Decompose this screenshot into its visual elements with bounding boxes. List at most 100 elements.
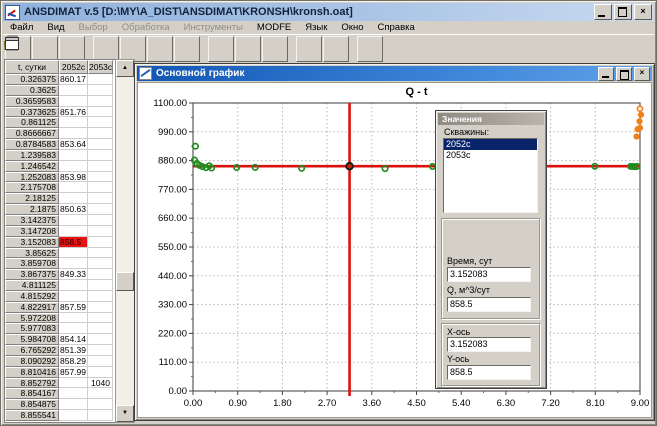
value-cell[interactable]: 853.98 [59, 171, 88, 183]
column-header-0[interactable]: t, сутки [5, 60, 59, 74]
value-cell[interactable] [88, 247, 113, 259]
chart-maximize-button[interactable] [616, 66, 632, 81]
value-cell[interactable] [59, 95, 88, 107]
value-cell[interactable] [88, 345, 113, 356]
open-file-button[interactable] [3, 35, 58, 62]
value-cell[interactable] [88, 149, 113, 161]
value-cell[interactable]: 858.29 [59, 355, 88, 367]
row-header-cell[interactable]: 4.811125 [5, 280, 59, 291]
menu-item-справка[interactable]: Справка [377, 22, 415, 33]
scroll-up-icon[interactable]: ▲ [116, 60, 134, 77]
row-header-cell[interactable]: 3.147208 [5, 225, 59, 237]
table-scrollbar[interactable]: ▲ ▼ [115, 59, 135, 423]
row-header-cell[interactable]: 8.810416 [5, 366, 59, 378]
row-header-cell[interactable]: 0.8666667 [5, 128, 59, 140]
value-cell[interactable]: 850.63 [59, 204, 88, 215]
row-header-cell[interactable]: 0.3659583 [5, 95, 59, 107]
row-header-cell[interactable]: 4.815292 [5, 290, 59, 302]
value-cell[interactable] [88, 399, 113, 411]
value-cell[interactable] [88, 95, 113, 107]
menu-item-вид[interactable]: Вид [47, 22, 65, 33]
value-cell[interactable] [88, 106, 113, 118]
row-header-cell[interactable]: 3.142375 [5, 214, 59, 226]
values-panel-titlebar[interactable]: Значения [438, 113, 544, 125]
value-cell[interactable] [88, 258, 113, 270]
edit-pencil-button[interactable] [6, 35, 85, 62]
value-cell[interactable] [59, 290, 88, 302]
value-cell[interactable]: 853.64 [59, 139, 88, 150]
row-header-cell[interactable]: 5.984708 [5, 334, 59, 346]
row-header-cell[interactable]: 8.852792 [5, 377, 59, 389]
value-cell[interactable]: 854.14 [59, 334, 88, 346]
value-cell[interactable] [59, 225, 88, 237]
value-cell[interactable] [88, 139, 113, 150]
value-cell[interactable] [88, 171, 113, 183]
value-cell[interactable] [59, 377, 88, 389]
value-cell[interactable] [88, 160, 113, 172]
chart-window-titlebar[interactable]: Основной график × [137, 66, 652, 81]
row-header-cell[interactable]: 2.1875 [5, 204, 59, 215]
value-cell[interactable] [88, 128, 113, 140]
menu-item-файл[interactable]: Файл [10, 22, 34, 33]
value-cell[interactable] [59, 388, 88, 400]
row-header-cell[interactable]: 4.822917 [5, 301, 59, 313]
value-cell[interactable] [88, 117, 113, 129]
value-cell[interactable] [59, 182, 88, 194]
row-header-cell[interactable]: 3.867375 [5, 269, 59, 281]
row-header-cell[interactable]: 0.373625 [5, 106, 59, 118]
value-cell[interactable] [88, 193, 113, 205]
value-cell[interactable] [88, 182, 113, 194]
value-cell[interactable] [88, 366, 113, 378]
well-list-item[interactable]: 2053c [446, 150, 471, 160]
row-header-cell[interactable]: 5.977083 [5, 323, 59, 335]
value-cell[interactable] [59, 410, 88, 421]
y-axis-input[interactable]: 858.5 [447, 365, 531, 380]
wells-listbox[interactable]: 2052c 2053c [443, 138, 538, 213]
row-header-cell[interactable]: 1.252083 [5, 171, 59, 183]
value-cell[interactable] [88, 74, 113, 85]
value-cell[interactable] [59, 312, 88, 324]
row-header-cell[interactable]: 8.854167 [5, 388, 59, 400]
value-cell[interactable]: 849.33 [59, 269, 88, 281]
value-cell[interactable] [88, 290, 113, 302]
row-header-cell[interactable]: 3.152083 [5, 236, 59, 248]
time-input[interactable]: 3.152083 [447, 267, 531, 282]
value-cell[interactable] [88, 410, 113, 421]
value-cell[interactable]: 857.59 [59, 301, 88, 313]
value-cell[interactable] [59, 214, 88, 226]
row-header-cell[interactable]: 2.175708 [5, 182, 59, 194]
value-cell[interactable] [88, 301, 113, 313]
maximize-button[interactable] [614, 4, 632, 20]
row-header-cell[interactable]: 0.3625 [5, 84, 59, 96]
value-cell[interactable]: 851.39 [59, 345, 88, 356]
menu-item-окно[interactable]: Окно [341, 22, 364, 33]
value-cell[interactable] [59, 117, 88, 129]
value-cell[interactable]: 858.5 [59, 236, 88, 248]
window-frame-button[interactable] [5, 35, 383, 62]
app-titlebar[interactable]: ANSDIMAT v.5 [D:\MY\A_DIST\ANSDIMAT\KRON… [3, 3, 654, 21]
row-header-cell[interactable]: 1.239583 [5, 149, 59, 161]
value-cell[interactable] [88, 214, 113, 226]
scrollbar-thumb[interactable] [116, 272, 134, 291]
row-header-cell[interactable]: 8.855541 [5, 410, 59, 421]
row-header-cell[interactable]: 3.85625 [5, 247, 59, 259]
row-header-cell[interactable]: 0.861125 [5, 117, 59, 129]
value-cell[interactable] [88, 204, 113, 215]
value-cell[interactable]: 860.17 [59, 74, 88, 85]
value-cell[interactable] [59, 84, 88, 96]
value-cell[interactable] [59, 247, 88, 259]
close-button[interactable]: × [634, 4, 652, 20]
value-cell[interactable]: 857.99 [59, 366, 88, 378]
minimize-button[interactable] [594, 4, 612, 20]
value-cell[interactable]: 1040 [88, 377, 113, 389]
well-list-item[interactable]: 2052c [444, 139, 537, 150]
column-header-1[interactable]: 2052c [59, 60, 88, 74]
scroll-down-icon[interactable]: ▼ [116, 405, 134, 422]
value-cell[interactable] [88, 312, 113, 324]
value-cell[interactable] [88, 269, 113, 281]
value-cell[interactable] [59, 160, 88, 172]
value-cell[interactable]: 851.76 [59, 106, 88, 118]
value-cell[interactable] [88, 323, 113, 335]
value-cell[interactable] [59, 399, 88, 411]
value-cell[interactable] [88, 334, 113, 346]
